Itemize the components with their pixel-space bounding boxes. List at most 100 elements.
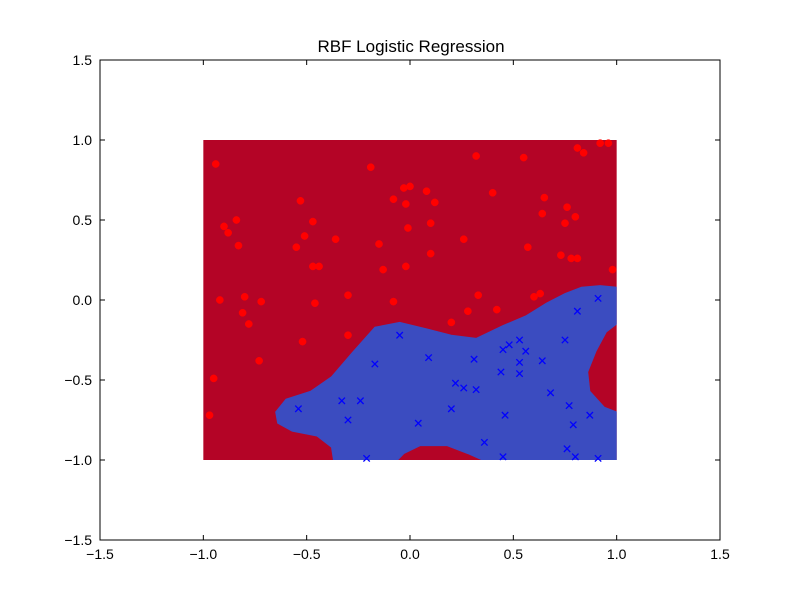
data-point bbox=[515, 358, 524, 367]
data-point bbox=[375, 240, 383, 248]
data-point bbox=[356, 397, 365, 405]
data-point bbox=[344, 416, 352, 424]
data-point bbox=[300, 232, 309, 240]
x-tick-label: 1.5 bbox=[710, 546, 730, 562]
data-point bbox=[209, 374, 218, 383]
data-point bbox=[344, 291, 352, 300]
data-point bbox=[430, 198, 439, 207]
x-tick-label: −1.0 bbox=[190, 546, 218, 562]
data-point bbox=[538, 209, 547, 218]
data-point bbox=[338, 397, 346, 405]
data-point bbox=[422, 187, 431, 196]
data-point bbox=[571, 212, 580, 221]
y-tick-label: −1.5 bbox=[64, 532, 92, 548]
data-point bbox=[232, 216, 241, 224]
data-point bbox=[402, 262, 410, 271]
data-point bbox=[594, 454, 602, 463]
data-point bbox=[344, 331, 352, 340]
y-tick-label: 0.5 bbox=[73, 212, 93, 228]
y-tick-label: 1.0 bbox=[73, 132, 93, 148]
data-point bbox=[579, 148, 588, 157]
data-point bbox=[244, 320, 253, 328]
data-point bbox=[216, 296, 224, 304]
x-tick-label: 1.0 bbox=[607, 546, 627, 562]
data-point bbox=[404, 224, 412, 232]
data-point bbox=[573, 144, 582, 152]
decision-region-class-1 bbox=[275, 285, 617, 460]
data-point bbox=[608, 265, 617, 274]
y-tick-label: −1.0 bbox=[64, 452, 92, 468]
data-point bbox=[240, 292, 249, 301]
data-point bbox=[563, 203, 571, 212]
data-point bbox=[505, 341, 513, 349]
data-point bbox=[515, 336, 524, 344]
x-tick-label: −0.5 bbox=[293, 546, 321, 562]
data-point bbox=[594, 294, 602, 303]
data-point bbox=[540, 193, 549, 202]
series-0 bbox=[205, 139, 617, 420]
data-point bbox=[402, 200, 410, 208]
data-point bbox=[470, 355, 478, 363]
data-point bbox=[451, 379, 460, 387]
data-point bbox=[366, 163, 375, 172]
data-point bbox=[292, 243, 301, 252]
data-point bbox=[255, 356, 263, 365]
data-point bbox=[571, 453, 579, 461]
data-point bbox=[459, 235, 468, 244]
data-point bbox=[499, 453, 507, 461]
data-point bbox=[238, 308, 247, 317]
data-point bbox=[488, 188, 497, 197]
y-tick-label: 0.0 bbox=[73, 292, 93, 308]
data-point bbox=[294, 405, 303, 413]
data-point bbox=[530, 292, 538, 301]
data-point bbox=[257, 297, 266, 306]
data-point bbox=[522, 347, 530, 355]
axis-ticks bbox=[99, 59, 721, 541]
data-point bbox=[586, 411, 594, 419]
data-point bbox=[426, 249, 435, 258]
data-point bbox=[563, 445, 571, 453]
data-point bbox=[447, 318, 456, 327]
data-point bbox=[523, 243, 532, 252]
y-axis-tick-labels: −1.5 −1.0 −0.5 0.0 0.5 1.0 1.5 bbox=[64, 52, 92, 548]
y-tick-label: −0.5 bbox=[64, 372, 92, 388]
data-point bbox=[298, 337, 307, 346]
data-point bbox=[426, 219, 435, 228]
chart-title: RBF Logistic Regression bbox=[317, 37, 504, 56]
data-point bbox=[331, 235, 340, 244]
data-point bbox=[561, 219, 569, 228]
data-point bbox=[414, 419, 422, 427]
data-point bbox=[573, 307, 582, 315]
data-point bbox=[224, 228, 232, 237]
data-point bbox=[371, 360, 379, 368]
data-point bbox=[474, 291, 483, 300]
data-point bbox=[492, 305, 501, 314]
data-point bbox=[546, 389, 555, 397]
data-point bbox=[499, 345, 507, 354]
data-point bbox=[480, 438, 489, 447]
data-point bbox=[501, 411, 509, 419]
data-point bbox=[573, 254, 582, 263]
data-point bbox=[497, 368, 505, 376]
data-point bbox=[472, 152, 480, 160]
data-point bbox=[406, 182, 414, 191]
data-point bbox=[389, 297, 398, 306]
data-point bbox=[557, 251, 565, 260]
x-tick-label: −1.5 bbox=[86, 546, 114, 562]
data-point bbox=[515, 369, 524, 378]
data-point bbox=[424, 353, 433, 362]
x-axis-tick-labels: −1.5 −1.0 −0.5 0.0 0.5 1.0 1.5 bbox=[86, 546, 730, 562]
data-point bbox=[569, 421, 577, 429]
series-1 bbox=[294, 294, 602, 463]
data-point bbox=[309, 217, 317, 226]
y-tick-label: 1.5 bbox=[73, 52, 93, 68]
data-point bbox=[460, 384, 468, 392]
data-point bbox=[311, 299, 319, 308]
data-point bbox=[565, 401, 573, 410]
data-point bbox=[315, 262, 323, 271]
data-point bbox=[464, 307, 472, 316]
data-point bbox=[538, 357, 546, 365]
data-point bbox=[296, 196, 305, 205]
data-point bbox=[596, 139, 604, 148]
